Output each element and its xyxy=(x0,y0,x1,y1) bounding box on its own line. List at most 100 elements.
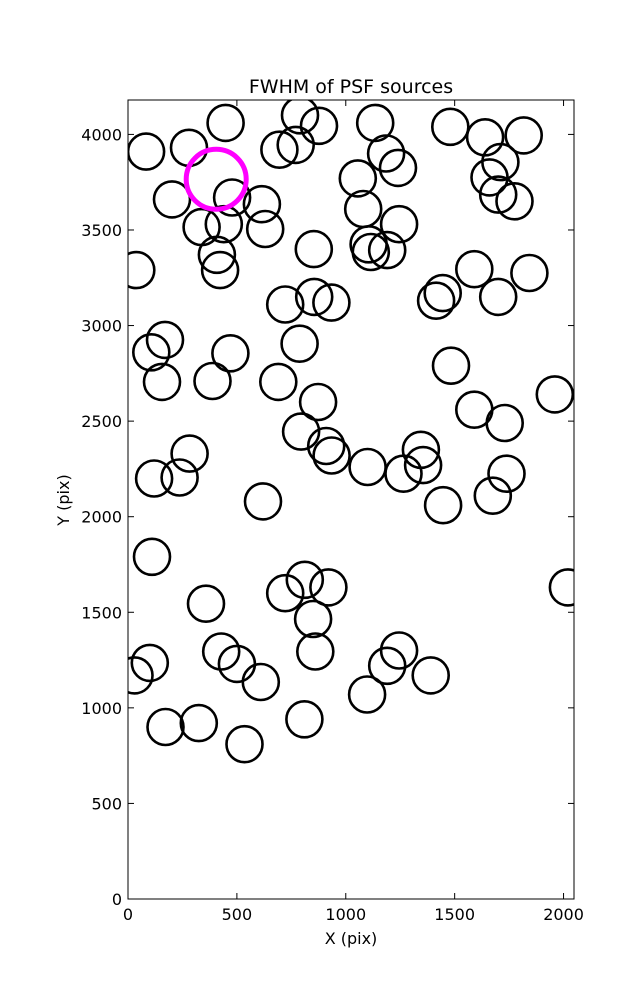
y-tick-label: 500 xyxy=(91,794,122,813)
chart-title: FWHM of PSF sources xyxy=(249,76,453,98)
y-tick-label: 0 xyxy=(112,890,122,909)
psf-source-marker xyxy=(242,184,282,224)
psf-source-marker xyxy=(212,178,252,217)
x-tick-label: 500 xyxy=(222,905,253,924)
psf-source-marker xyxy=(201,632,241,671)
psf-source-marker xyxy=(152,180,192,219)
psf-source-marker xyxy=(299,106,339,146)
psf-source-marker xyxy=(367,646,407,686)
psf-source-marker xyxy=(485,403,525,443)
y-tick-label: 3000 xyxy=(81,317,122,336)
psf-source-marker xyxy=(548,568,574,607)
psf-source-marker xyxy=(312,436,351,475)
psf-source-marker xyxy=(306,426,346,466)
psf-source-marker xyxy=(134,459,174,498)
psf-source-marker xyxy=(294,277,334,317)
psf-source-marker xyxy=(260,130,299,169)
psf-source-marker xyxy=(245,209,285,249)
psf-source-marker xyxy=(366,134,406,173)
psf-source-marker xyxy=(170,434,209,473)
x-tick-label: 0 xyxy=(123,905,133,924)
psf-source-marker xyxy=(294,229,334,269)
psf-source-marker xyxy=(367,230,407,270)
psf-source-marker xyxy=(132,332,171,372)
psf-source-marker xyxy=(258,362,298,402)
psf-source-marker xyxy=(478,175,518,214)
y-tick-label: 3500 xyxy=(81,221,122,240)
plot-area xyxy=(127,99,575,900)
psf-source-marker xyxy=(265,285,305,324)
psf-source-marker xyxy=(535,375,574,414)
psf-source-marker xyxy=(378,148,418,188)
psf-source-marker xyxy=(351,232,391,272)
psf-source-marker xyxy=(416,281,456,321)
psf-source-marker xyxy=(128,656,154,695)
psf-source-marker xyxy=(293,599,333,639)
psf-source-marker xyxy=(349,225,388,264)
x-tick-label: 2000 xyxy=(543,905,584,924)
psf-source-marker xyxy=(169,128,209,168)
psf-source-marker xyxy=(225,724,264,764)
psf-source-marker xyxy=(487,454,526,494)
psf-source-marker xyxy=(160,458,199,497)
psf-source-marker xyxy=(347,675,387,714)
psf-source-marker xyxy=(146,707,185,747)
psf-source-marker xyxy=(465,118,505,157)
psf-source-marker xyxy=(348,447,387,487)
psf-source-marker xyxy=(197,235,237,275)
psf-source-marker xyxy=(423,485,463,525)
x-axis-title: X (pix) xyxy=(325,929,378,948)
psf-source-marker xyxy=(430,107,470,147)
psf-source-marker xyxy=(309,568,348,607)
psf-source-marker xyxy=(384,454,423,494)
psf-source-marker xyxy=(285,699,324,739)
y-tick-label: 1500 xyxy=(81,603,122,622)
y-tick-label: 4000 xyxy=(81,125,122,144)
x-tick-label: 1500 xyxy=(434,905,475,924)
psf-source-marker xyxy=(128,132,166,171)
psf-source-marker xyxy=(312,283,351,322)
psf-source-marker xyxy=(504,116,544,155)
psf-source-marker xyxy=(281,412,321,451)
psf-source-marker xyxy=(403,445,443,485)
psf-source-marker xyxy=(295,632,335,671)
psf-source-marker xyxy=(298,382,338,422)
psf-source-marker xyxy=(411,656,451,695)
psf-source-marker xyxy=(431,346,471,386)
psf-source-marker xyxy=(186,584,226,624)
y-axis-title: Y (pix) xyxy=(54,474,73,526)
psf-source-marker xyxy=(355,103,395,143)
psf-source-marker xyxy=(132,537,172,577)
psf-source-marker xyxy=(265,573,305,613)
psf-source-marker xyxy=(217,644,257,684)
source-markers xyxy=(128,100,574,764)
psf-source-marker xyxy=(478,277,518,317)
psf-source-marker xyxy=(243,482,283,521)
psf-source-marker xyxy=(379,204,419,244)
highlighted-source-marker xyxy=(183,146,249,212)
psf-source-marker xyxy=(510,253,549,293)
psf-source-marker xyxy=(200,250,240,290)
psf-source-marker xyxy=(470,158,509,197)
psf-source-marker xyxy=(142,362,182,402)
psf-source-marker xyxy=(241,662,281,702)
psf-source-marker xyxy=(128,250,156,290)
x-tick-label: 1000 xyxy=(325,905,366,924)
y-tick-label: 2500 xyxy=(81,412,122,431)
psf-source-marker xyxy=(193,361,232,401)
axes: 0 500 1000 1500 2000 0 500 1000 1500 2000 2500 3000… xyxy=(81,100,584,924)
psf-source-marker xyxy=(211,333,250,373)
psf-source-marker xyxy=(473,476,513,516)
psf-source-marker xyxy=(276,125,316,165)
psf-source-marker xyxy=(130,643,170,683)
psf-source-marker xyxy=(423,273,463,313)
psf-source-marker xyxy=(379,631,419,670)
psf-source-marker xyxy=(179,703,219,743)
y-tick-label: 1000 xyxy=(81,699,122,718)
psf-source-marker xyxy=(454,249,494,289)
y-tick-label: 2000 xyxy=(81,508,122,527)
psf-source-marker xyxy=(280,100,320,135)
psf-source-marker xyxy=(280,324,319,364)
psf-source-marker xyxy=(338,159,378,198)
